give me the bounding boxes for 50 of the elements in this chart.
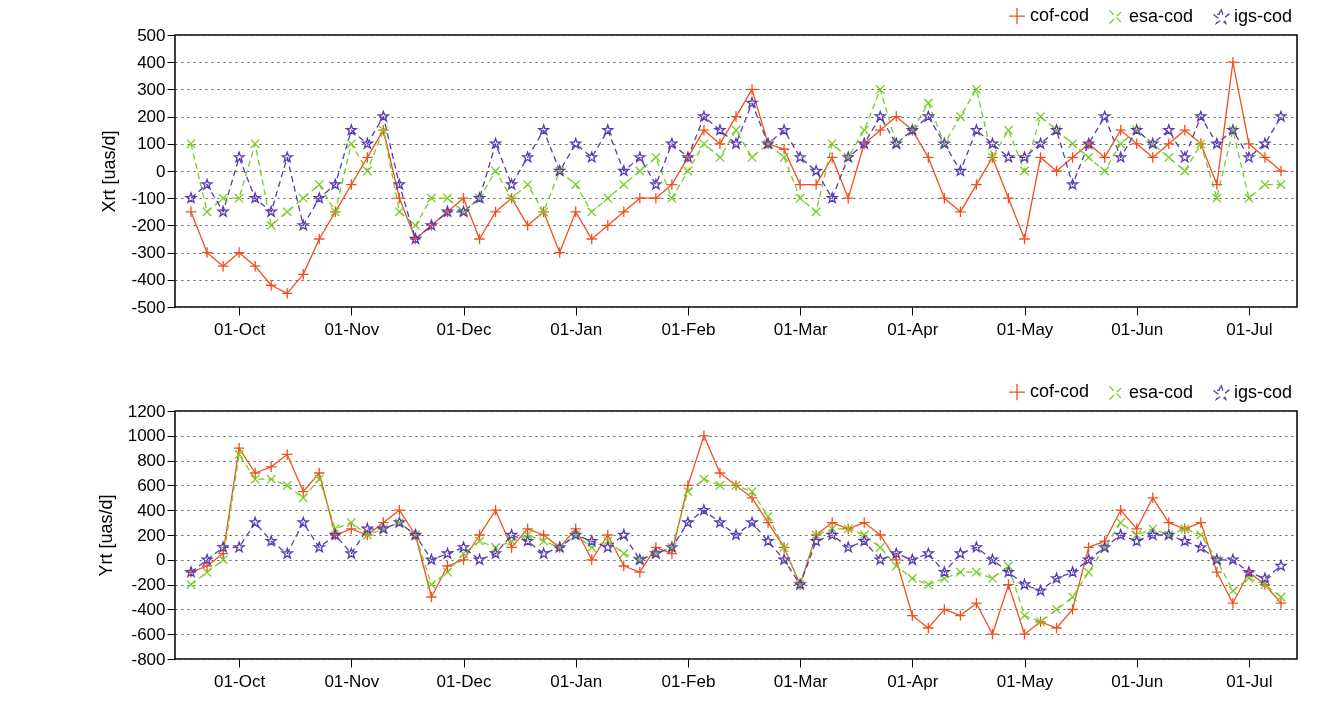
- x-tick-label: 01-Jul: [1226, 319, 1273, 339]
- y-tick-label: 1200: [127, 401, 166, 421]
- y-tick-label: 1000: [127, 426, 166, 446]
- x-tick-label: 01-Nov: [324, 319, 380, 339]
- legend-label: igs-cod: [1234, 5, 1293, 26]
- y-tick-label: 300: [137, 79, 166, 99]
- x-tick-label: 01-May: [996, 319, 1054, 339]
- x-tick-label: 01-Apr: [887, 671, 939, 691]
- y-axis-title: Xrt [uas/d]: [99, 130, 120, 213]
- legend-label: cof-cod: [1030, 5, 1090, 26]
- y-tick-label: -300: [131, 243, 166, 263]
- y-tick-label: -100: [131, 188, 166, 208]
- y-tick-label: -200: [131, 575, 166, 595]
- y-tick-label: 200: [137, 525, 166, 545]
- y-tick-label: -600: [131, 624, 166, 644]
- legend-label: igs-cod: [1234, 381, 1293, 402]
- y-tick-label: -200: [131, 215, 166, 235]
- y-tick-label: 400: [137, 500, 166, 520]
- x-tick-label: 01-Jun: [1111, 671, 1164, 691]
- y-tick-label: 0: [156, 161, 166, 181]
- legend-label: cof-cod: [1030, 381, 1090, 402]
- x-tick-label: 01-Dec: [436, 319, 492, 339]
- y-tick-label: 0: [156, 550, 166, 570]
- y-tick-label: 500: [137, 25, 166, 45]
- y-tick-label: 800: [137, 451, 166, 471]
- x-tick-label: 01-Jan: [550, 671, 603, 691]
- y-tick-label: -800: [131, 649, 166, 669]
- x-tick-label: 01-Jul: [1226, 671, 1273, 691]
- x-tick-label: 01-Feb: [661, 319, 716, 339]
- y-axis-title: Yrt [uas/d]: [95, 494, 116, 577]
- x-tick-label: 01-Mar: [773, 319, 828, 339]
- x-tick-label: 01-Apr: [887, 319, 939, 339]
- x-tick-label: 01-Nov: [324, 671, 380, 691]
- y-tick-label: 100: [137, 134, 166, 154]
- legend-label: esa-cod: [1129, 5, 1194, 26]
- x-tick-label: 01-Dec: [436, 671, 492, 691]
- x-tick-label: 01-Mar: [773, 671, 828, 691]
- x-tick-label: 01-Feb: [661, 671, 716, 691]
- y-tick-label: -400: [131, 270, 166, 290]
- x-tick-label: 01-Jun: [1111, 319, 1164, 339]
- legend-label: esa-cod: [1129, 381, 1194, 402]
- x-tick-label: 01-Oct: [214, 319, 266, 339]
- y-tick-label: 600: [137, 475, 166, 495]
- y-tick-label: 400: [137, 52, 166, 72]
- y-tick-label: -400: [131, 599, 166, 619]
- y-tick-label: -500: [131, 297, 166, 317]
- x-tick-label: 01-May: [996, 671, 1054, 691]
- x-tick-label: 01-Jan: [550, 319, 603, 339]
- y-tick-label: 200: [137, 107, 166, 127]
- x-tick-label: 01-Oct: [214, 671, 266, 691]
